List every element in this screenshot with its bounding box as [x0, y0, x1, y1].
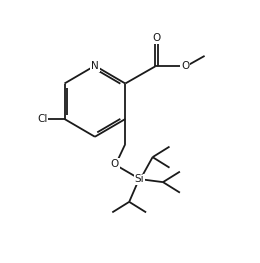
Text: O: O: [181, 61, 189, 72]
Text: Cl: Cl: [37, 114, 48, 124]
Text: Si: Si: [135, 174, 144, 185]
Text: N: N: [91, 61, 99, 71]
Text: O: O: [111, 159, 119, 169]
Text: O: O: [153, 33, 161, 43]
